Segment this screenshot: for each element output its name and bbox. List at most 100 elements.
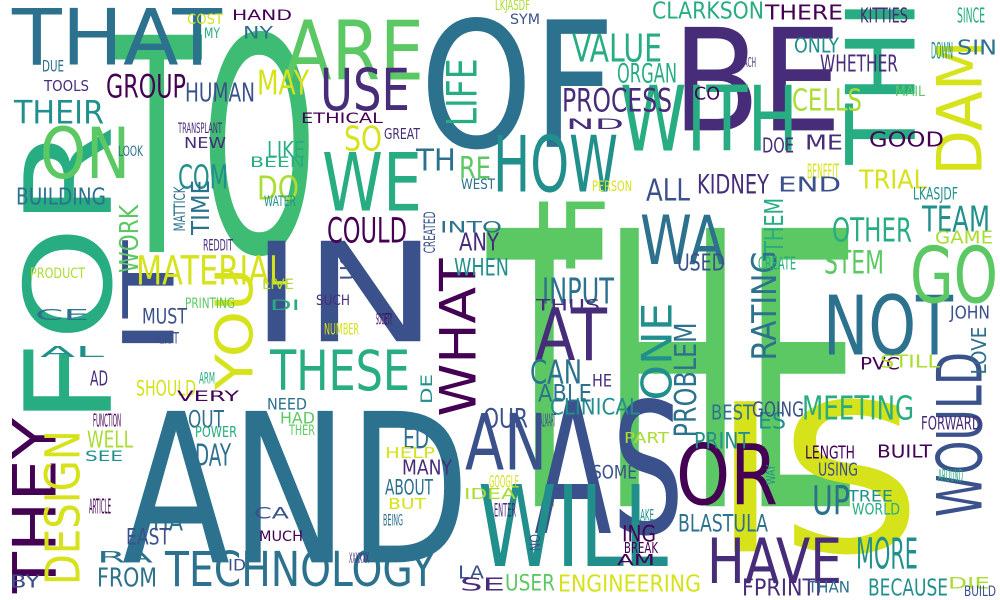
word-am: AM [617, 551, 655, 570]
word-al: AL [40, 343, 105, 362]
word-technology: TECHNOLOGY [165, 541, 435, 599]
word-live: LIVE [262, 276, 295, 294]
word-forward: FORWARD [921, 412, 981, 435]
word-should: SHOULD [136, 375, 197, 401]
word-clinical: CLINICAL [550, 394, 640, 421]
word-kidney: KIDNEY [697, 168, 769, 201]
word-water: WATER [264, 193, 297, 211]
word-only: ONLY [794, 33, 839, 58]
word-such: SUCH [316, 292, 351, 310]
word-many: MANY [402, 455, 452, 480]
word-any: ANY [459, 226, 499, 257]
word-number: NUMBER [324, 318, 360, 339]
word-es: ES [758, 408, 787, 435]
word-printing: PRINTING [185, 295, 235, 313]
word-by: BY [10, 571, 40, 593]
word-mail: MAIL [895, 83, 925, 101]
word-created: CREATED [419, 210, 440, 253]
word-reddit: REDDIT [203, 234, 233, 255]
word-arm: ARM [199, 367, 215, 388]
word-tree: TREE [848, 485, 893, 506]
word-thus: THUS [536, 294, 601, 315]
word-using: USING [818, 459, 858, 481]
word-much: MUCH [259, 528, 303, 546]
word-ethical: ETHICAL [301, 110, 383, 128]
word-the: THE [487, 153, 862, 598]
word-to: TO [112, 0, 317, 323]
word-stem: STEM [824, 244, 884, 282]
word-these: THESE [270, 338, 411, 404]
word-like: LIKE [267, 137, 305, 164]
word-not: NOT [823, 277, 954, 374]
word-good: GOOD [869, 127, 945, 152]
word-th: TH [416, 142, 456, 178]
word-blastula: BLASTULA [678, 508, 768, 538]
word-will: WILL [478, 461, 669, 593]
word-going: GOING [752, 397, 804, 422]
word-east: EAST [126, 524, 170, 551]
word-ce: CE [35, 306, 90, 325]
word-whether: WHETHER [820, 50, 899, 78]
word-still: STILL [880, 351, 940, 373]
word-value: VALUE [572, 25, 662, 71]
word-ing: ING [622, 521, 657, 548]
word-able: ABLE [538, 378, 592, 408]
word-great: GREAT [384, 125, 420, 144]
word-due: DUE [42, 55, 65, 76]
word-since: SINCE [957, 3, 985, 28]
word-tools: TOOLS [44, 77, 89, 96]
word-into: INTO [440, 216, 502, 237]
word-function: FUNCTION [93, 410, 122, 432]
word-article: ARTICLE [89, 494, 112, 519]
word-built: BUILT [877, 441, 932, 463]
word-as: AS [534, 364, 685, 577]
word-ca: CA [254, 502, 290, 523]
word-or: OR [676, 427, 778, 525]
word-xxxxxx: XXXXXX [349, 550, 370, 568]
word-world: WORLD [852, 498, 900, 519]
word-used: USED [677, 249, 725, 277]
word-print: PRINT [694, 428, 750, 455]
word-at: AT [535, 293, 607, 378]
word-could: COULD [327, 210, 407, 252]
word-la: LA [458, 562, 485, 584]
word-that: THAT [12, 0, 223, 84]
word-fprintf: FPRINTF [742, 574, 828, 600]
word-power: POWER [195, 423, 238, 442]
word-love: LOVE [967, 326, 992, 375]
word-team: TEAM [922, 198, 990, 241]
word-some: SOME [592, 461, 637, 484]
word-create: CREATE [758, 253, 797, 275]
word-help: HELP [385, 444, 436, 463]
word-do: DO [257, 168, 299, 208]
word-may: MAY [257, 62, 309, 103]
word-hand: HAND [232, 7, 292, 25]
word-nd: ND [566, 116, 625, 134]
word-very: VERY [177, 388, 240, 406]
word-need: NEED [267, 393, 307, 414]
word-person: PERSON [592, 178, 632, 196]
word-idea: IDEA [464, 485, 516, 504]
word-enter: ENTER [494, 499, 516, 522]
word-meeting: MEETING [802, 388, 915, 428]
word-input: INPUT [542, 270, 614, 313]
word-ny: NY [243, 22, 273, 43]
word-what: WHAT [429, 257, 489, 416]
word-john: JOHN [950, 302, 991, 324]
word-we: WE [322, 136, 422, 230]
word-had: HAD [280, 407, 315, 428]
word-must: MUST [142, 303, 188, 329]
word-de: DE [416, 373, 437, 404]
word-group: GROUP [106, 68, 186, 106]
word-building: BUILDING [16, 183, 106, 211]
word-he: HE [592, 370, 612, 391]
word-doe: DOE [762, 133, 794, 158]
word-them: THEM [759, 197, 791, 254]
word-benefit: BENEFIT [807, 159, 840, 184]
word-out: OUT [188, 404, 225, 434]
word-co: CO [694, 83, 721, 105]
word-all: ALL [646, 172, 690, 208]
word-ad: AD [90, 366, 109, 391]
word-list: LIST [159, 327, 179, 348]
word-lkasjdf: LKASJDF [913, 183, 958, 204]
